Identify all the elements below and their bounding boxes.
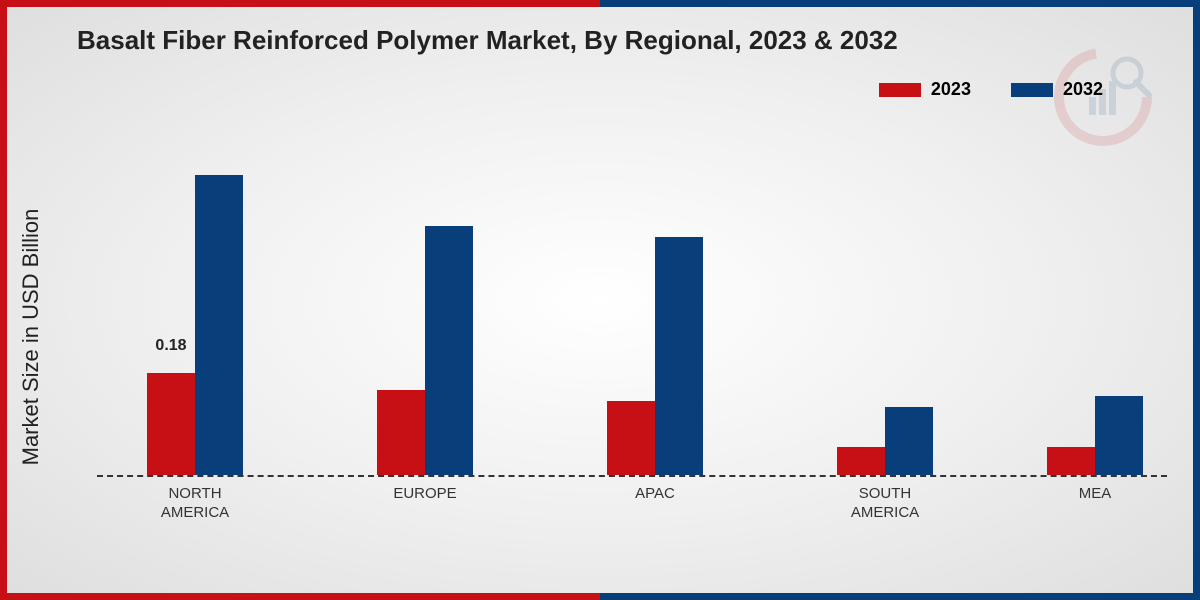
bar-2023 (1047, 447, 1095, 475)
legend-item-2023: 2023 (879, 79, 971, 100)
bar-group (377, 226, 473, 475)
bar-group (1047, 396, 1143, 475)
bar-group (147, 175, 243, 475)
bar-2032 (655, 237, 703, 475)
bar-group (607, 237, 703, 475)
legend-swatch-2032 (1011, 83, 1053, 97)
legend-swatch-2023 (879, 83, 921, 97)
bar-2032 (195, 175, 243, 475)
x-axis-label: MEA (1079, 485, 1112, 504)
legend-label-2023: 2023 (931, 79, 971, 100)
bar-2023 (607, 401, 655, 475)
bar-2023 (147, 373, 195, 475)
bar-2032 (1095, 396, 1143, 475)
chart-area: Market Size in USD Billion 0.18 NORTH AM… (47, 137, 1167, 537)
plot-area: 0.18 (97, 137, 1167, 477)
x-axis-label: EUROPE (393, 485, 456, 504)
bar-2032 (885, 407, 933, 475)
legend: 2023 2032 (879, 79, 1103, 100)
bar-2023 (377, 390, 425, 475)
legend-item-2032: 2032 (1011, 79, 1103, 100)
bar-value-label: 0.18 (155, 337, 186, 355)
chart-title: Basalt Fiber Reinforced Polymer Market, … (77, 25, 898, 56)
x-axis-label: APAC (635, 485, 675, 504)
x-axis-label: SOUTH AMERICA (851, 485, 919, 523)
legend-label-2032: 2032 (1063, 79, 1103, 100)
y-axis-label: Market Size in USD Billion (18, 209, 44, 466)
x-axis-label: NORTH AMERICA (161, 485, 229, 523)
bar-2032 (425, 226, 473, 475)
bar-2023 (837, 447, 885, 475)
bar-group (837, 407, 933, 475)
